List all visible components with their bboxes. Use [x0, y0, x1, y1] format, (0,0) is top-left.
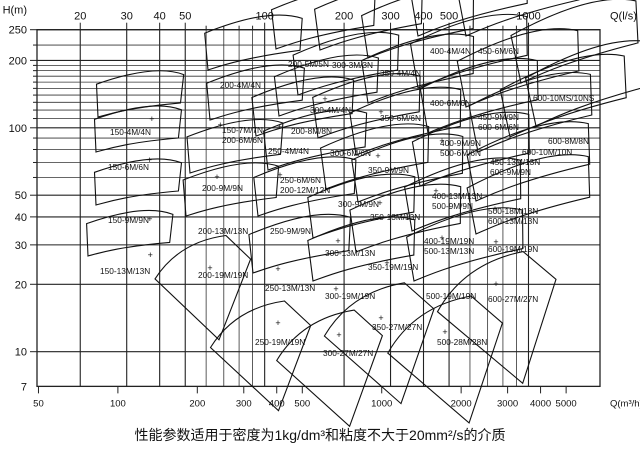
svg-text:400-19M/19N: 400-19M/19N	[424, 236, 474, 246]
svg-text:7: 7	[21, 381, 27, 393]
svg-text:500-6M/6N: 500-6M/6N	[440, 148, 481, 158]
svg-text:40: 40	[15, 212, 27, 224]
svg-text:50: 50	[33, 398, 44, 409]
svg-text:300: 300	[236, 398, 252, 409]
svg-text:50: 50	[179, 11, 191, 23]
svg-text:150-4M/4N: 150-4M/4N	[110, 127, 151, 137]
svg-text:200-13M/13N: 200-13M/13N	[198, 226, 248, 236]
svg-text:300-3M/3N: 300-3M/3N	[332, 60, 373, 70]
svg-text:500: 500	[294, 398, 310, 409]
svg-text:300-13M/13N: 300-13M/13N	[325, 248, 375, 258]
svg-text:250-9M/9N: 250-9M/9N	[270, 226, 311, 236]
svg-text:600-6M/6N: 600-6M/6N	[478, 122, 519, 132]
svg-text:+: +	[148, 250, 153, 260]
svg-text:20: 20	[15, 279, 27, 291]
svg-text:200-12M/12N: 200-12M/12N	[280, 185, 330, 195]
svg-text:50: 50	[15, 190, 27, 202]
svg-text:300-9M/9N: 300-9M/9N	[338, 199, 379, 209]
svg-text:+: +	[275, 318, 280, 328]
svg-text:500: 500	[440, 11, 458, 23]
svg-text:250-13M/13N: 250-13M/13N	[265, 283, 315, 293]
svg-text:300-19M/19N: 300-19M/19N	[325, 291, 375, 301]
svg-text:200-19M/19N: 200-19M/19N	[198, 270, 248, 280]
svg-text:450-9M/9N: 450-9M/9N	[478, 112, 519, 122]
svg-text:200: 200	[9, 55, 27, 67]
svg-text:+: +	[214, 172, 219, 182]
svg-text:4000: 4000	[530, 398, 551, 409]
svg-text:500-9M/9N: 500-9M/9N	[432, 201, 473, 211]
svg-text:200-6M/6N: 200-6M/6N	[222, 135, 263, 145]
svg-text:200-5M/5N: 200-5M/5N	[288, 59, 329, 69]
svg-text:200-8M/8N: 200-8M/8N	[291, 126, 332, 136]
svg-text:600-9M/9N: 600-9M/9N	[490, 167, 531, 177]
svg-text:600-19M/19N: 600-19M/19N	[488, 244, 538, 254]
svg-text:H(m): H(m)	[3, 5, 27, 17]
svg-text:150-9M/9N: 150-9M/9N	[108, 215, 149, 225]
svg-text:400-13M/13N: 400-13M/13N	[432, 191, 482, 201]
svg-text:250: 250	[9, 25, 27, 37]
svg-text:+: +	[493, 279, 498, 289]
svg-text:2000: 2000	[451, 398, 472, 409]
svg-text:200-4M/4N: 200-4M/4N	[220, 80, 261, 90]
svg-text:30: 30	[121, 11, 133, 23]
svg-text:300: 300	[381, 11, 399, 23]
svg-text:400-6M/6N: 400-6M/6N	[430, 98, 471, 108]
svg-text:+: +	[322, 94, 327, 104]
svg-text:30: 30	[15, 240, 27, 252]
svg-text:+: +	[442, 327, 447, 337]
svg-text:450-13M/13N: 450-13M/13N	[490, 157, 540, 167]
svg-text:600-10M/10N: 600-10M/10N	[522, 147, 572, 157]
svg-text:500-18M/18N: 500-18M/18N	[488, 206, 538, 216]
svg-text:350-13M/13N: 350-13M/13N	[370, 212, 420, 222]
svg-text:200-9M/9N: 200-9M/9N	[202, 183, 243, 193]
svg-text:+: +	[336, 330, 341, 340]
svg-text:150-13M/13N: 150-13M/13N	[100, 266, 150, 276]
svg-text:600-8M/8N: 600-8M/8N	[548, 136, 589, 146]
svg-text:250-4M/4N: 250-4M/4N	[268, 146, 309, 156]
svg-text:20: 20	[74, 11, 86, 23]
svg-text:350-6M/6N: 350-6M/6N	[380, 113, 421, 123]
svg-text:600-27M/27N: 600-27M/27N	[488, 294, 538, 304]
svg-text:1000: 1000	[371, 398, 392, 409]
svg-text:300-6M/6N: 300-6M/6N	[330, 148, 371, 158]
svg-text:500-19M/19N: 500-19M/19N	[426, 291, 476, 301]
svg-text:350-27M/27N: 350-27M/27N	[372, 322, 422, 332]
svg-text:5000: 5000	[556, 398, 577, 409]
svg-text:600-13M/13N: 600-13M/13N	[488, 216, 538, 226]
svg-text:350-9M/9N: 350-9M/9N	[368, 165, 409, 175]
svg-text:250-19M/19N: 250-19M/19N	[255, 337, 305, 347]
svg-text:200: 200	[335, 11, 353, 23]
svg-text:1000: 1000	[516, 11, 540, 23]
svg-text:450-6M/6N: 450-6M/6N	[478, 46, 519, 56]
svg-text:+: +	[149, 114, 154, 124]
svg-text:600-10MS/10NS: 600-10MS/10NS	[533, 93, 595, 103]
svg-text:300-4M/4N: 300-4M/4N	[310, 105, 351, 115]
svg-text:400-9M/9N: 400-9M/9N	[440, 138, 481, 148]
svg-text:Q(m³/h): Q(m³/h)	[610, 398, 640, 409]
svg-text:3000: 3000	[497, 398, 518, 409]
svg-text:+: +	[335, 236, 340, 246]
svg-text:100: 100	[110, 398, 126, 409]
svg-text:250-6M/6N: 250-6M/6N	[280, 175, 321, 185]
svg-text:10: 10	[15, 347, 27, 359]
svg-text:350-4M/4N: 350-4M/4N	[380, 68, 421, 78]
svg-text:150-7M/7N: 150-7M/7N	[222, 125, 263, 135]
svg-text:+: +	[375, 151, 380, 161]
svg-text:500-28M/28N: 500-28M/28N	[437, 337, 487, 347]
svg-text:150-6M/6N: 150-6M/6N	[108, 162, 149, 172]
svg-text:性能参数适用于密度为1kg/dm³和粘度不大于20mm²/s: 性能参数适用于密度为1kg/dm³和粘度不大于20mm²/s的介质	[134, 427, 505, 443]
svg-text:500-13M/13N: 500-13M/13N	[424, 246, 474, 256]
svg-text:400-4M/4N: 400-4M/4N	[430, 46, 471, 56]
svg-text:350-19M/19N: 350-19M/19N	[368, 262, 418, 272]
svg-text:40: 40	[154, 11, 166, 23]
svg-text:100: 100	[9, 123, 27, 135]
svg-text:400: 400	[414, 11, 432, 23]
svg-text:Q(l/s): Q(l/s)	[610, 11, 637, 23]
svg-text:+: +	[275, 264, 280, 274]
svg-text:300-27M/27N: 300-27M/27N	[323, 348, 373, 358]
svg-text:200: 200	[189, 398, 205, 409]
